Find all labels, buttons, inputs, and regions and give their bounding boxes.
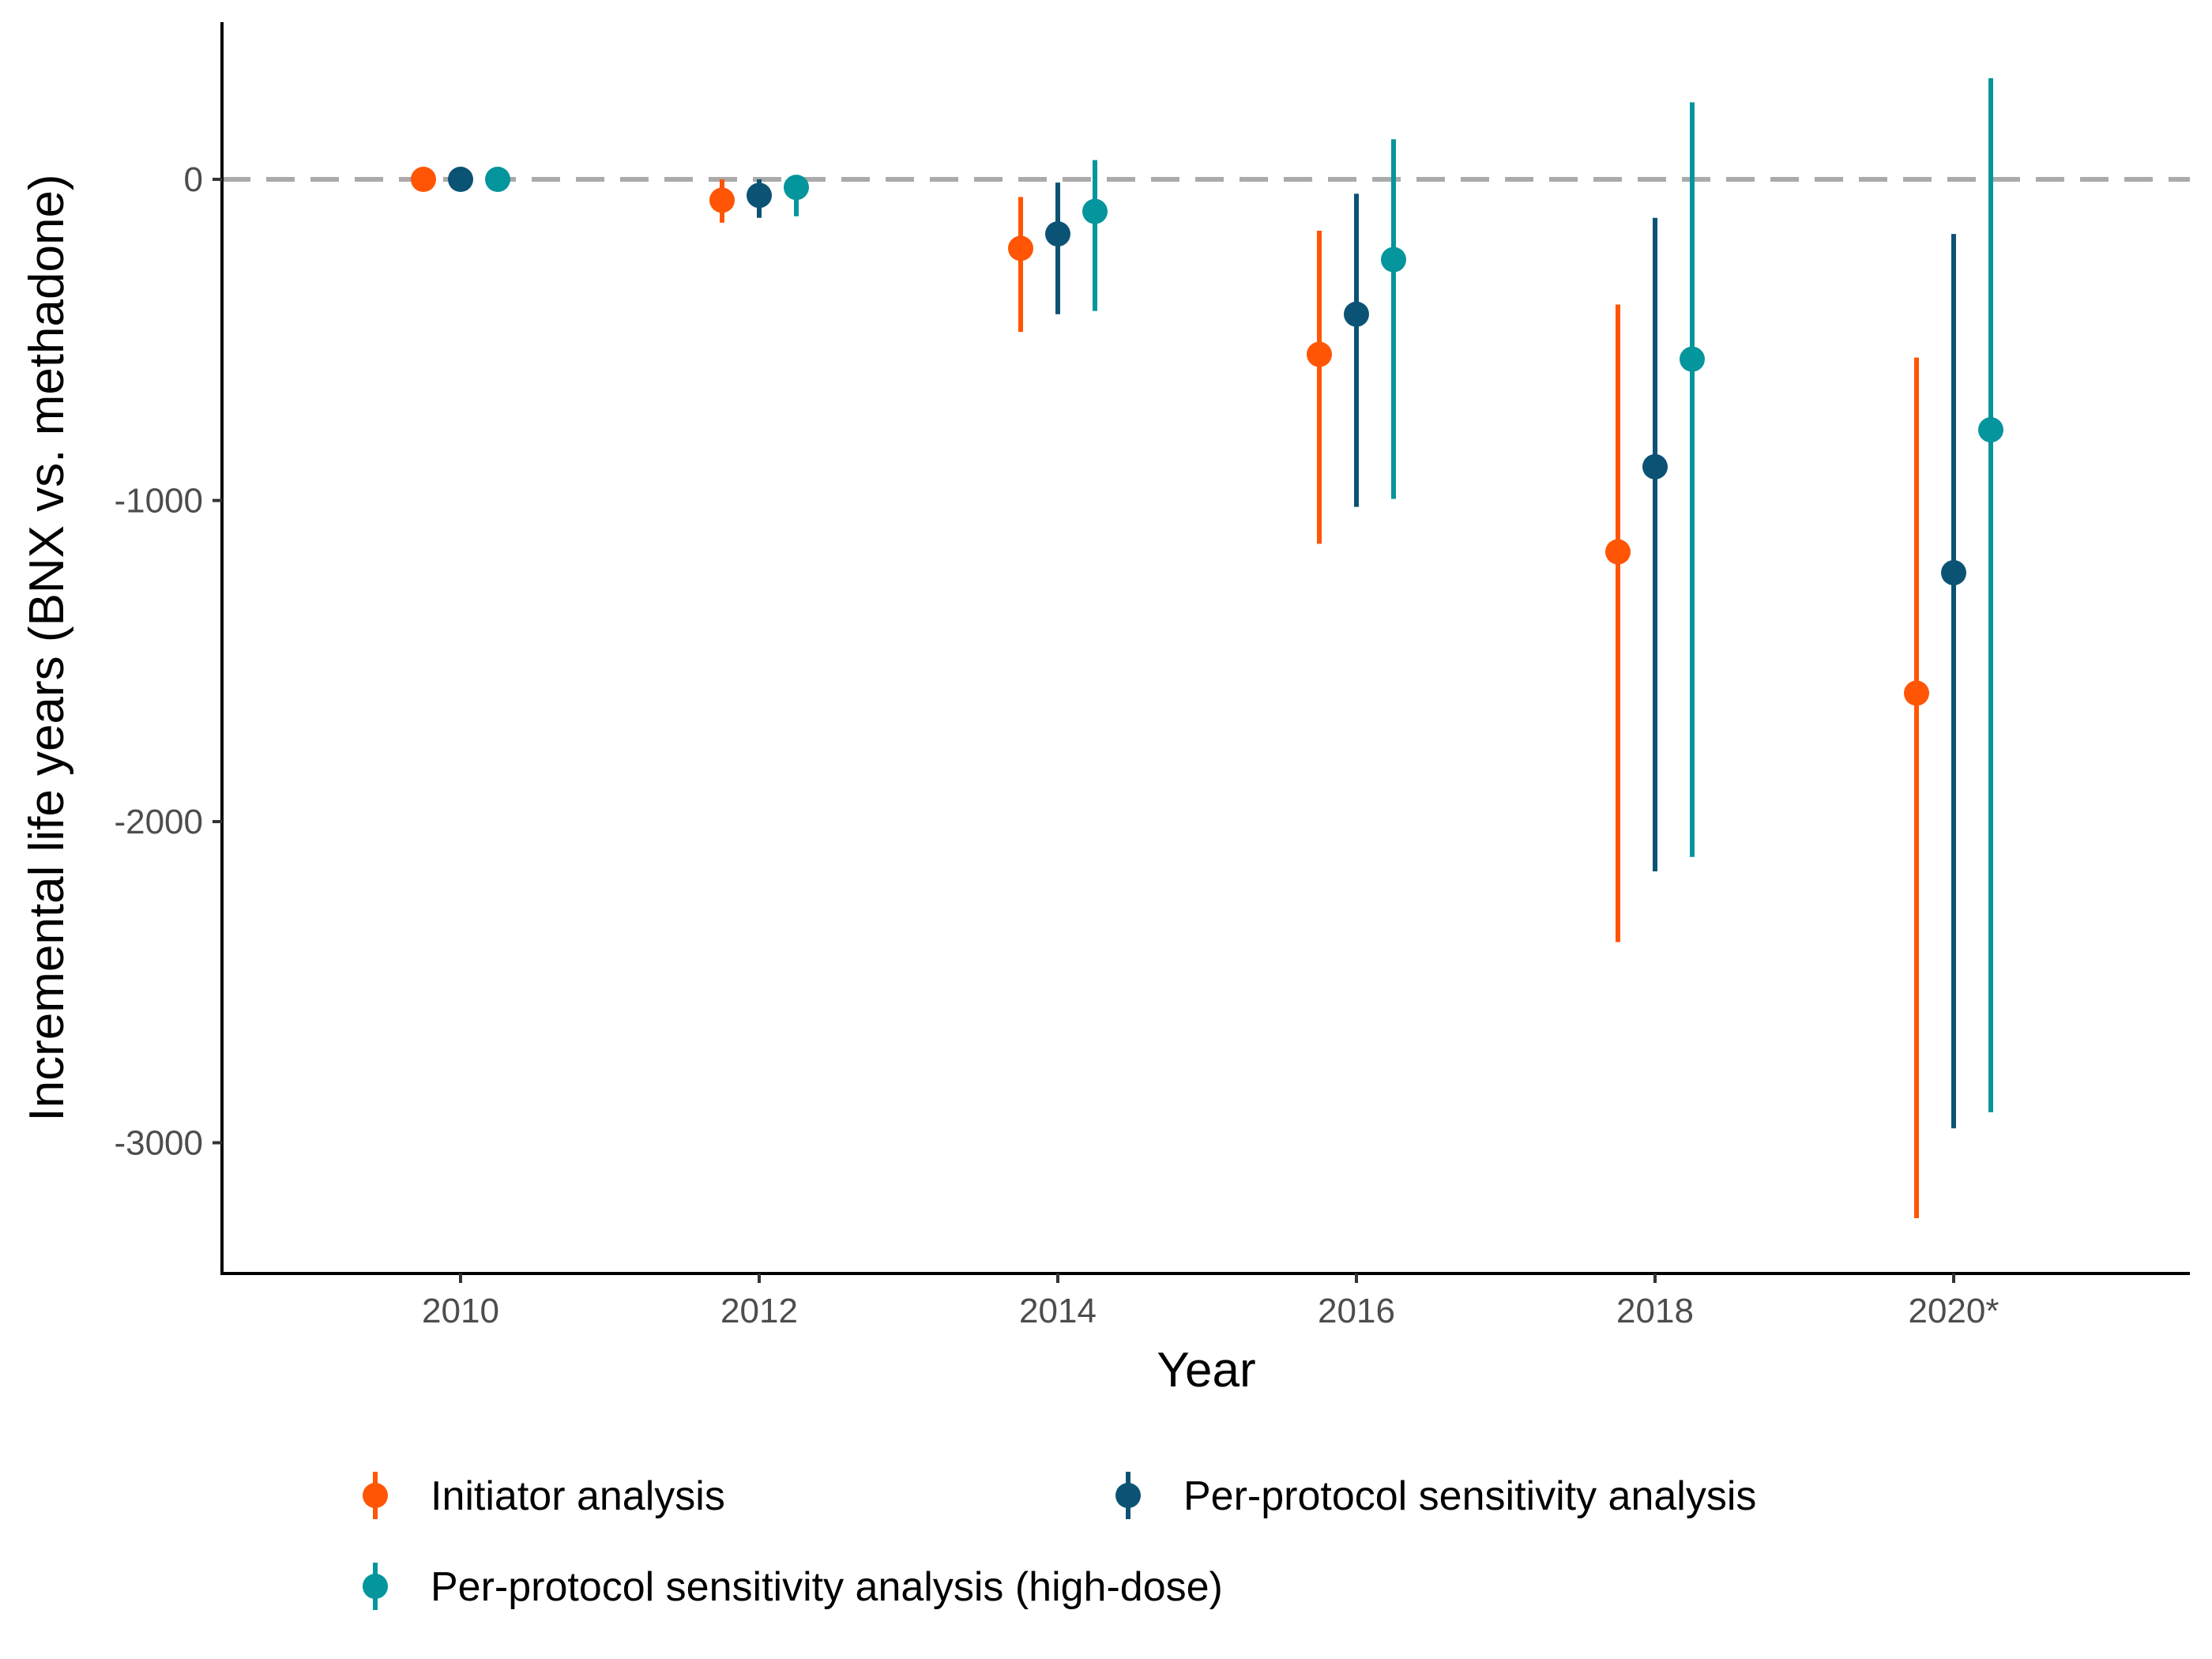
- data-point: [411, 167, 436, 192]
- data-point: [1344, 301, 1369, 327]
- data-point: [1082, 198, 1108, 224]
- x-tick-label: 2014: [1019, 1292, 1097, 1330]
- x-tick-label: 2020*: [1908, 1292, 1999, 1330]
- series-3: [485, 77, 2003, 1112]
- data-point: [1642, 453, 1668, 480]
- plot-area: [222, 77, 2190, 1219]
- data-point: [1680, 346, 1705, 372]
- axes: 0 -1000 -2000 -3000 2010 2012 2014 2016 2018 202…: [20, 22, 2190, 1398]
- y-axis-title: Incremental life years (BNX vs. methadon…: [20, 174, 74, 1121]
- legend-item: Initiator analysis: [363, 1472, 725, 1519]
- data-point: [1307, 341, 1332, 367]
- series-1: [411, 167, 1929, 1219]
- legend-label: Initiator analysis: [431, 1473, 725, 1519]
- data-point: [1605, 539, 1631, 565]
- legend-label: Per-protocol sensitivity analysis (high-…: [431, 1564, 1223, 1610]
- y-tick-label: -3000: [114, 1124, 203, 1163]
- x-tick-label: 2016: [1318, 1292, 1395, 1330]
- legend-key-point: [1115, 1483, 1141, 1508]
- y-tick-label: -2000: [114, 803, 203, 841]
- x-axis-title: Year: [1157, 1343, 1255, 1398]
- x-tick-label: 2010: [422, 1292, 499, 1330]
- data-point: [448, 167, 473, 192]
- data-point: [1978, 417, 2003, 443]
- data-point: [747, 182, 772, 209]
- data-point: [784, 175, 809, 201]
- x-ticks: 2010 2012 2014 2016 2018 2020*: [422, 1273, 1999, 1330]
- legend-key-point: [363, 1483, 388, 1508]
- data-point: [709, 187, 735, 213]
- data-point: [1045, 221, 1070, 247]
- y-tick-label: -1000: [114, 482, 203, 521]
- data-point: [1904, 680, 1929, 706]
- y-tick-label: 0: [184, 160, 203, 199]
- data-point: [1381, 246, 1406, 273]
- legend-item: Per-protocol sensitivity analysis (high-…: [363, 1563, 1223, 1610]
- y-ticks: 0 -1000 -2000 -3000: [114, 160, 222, 1163]
- legend: Initiator analysis Per-protocol sensitivi…: [363, 1472, 1756, 1610]
- data-point: [1941, 559, 1966, 585]
- legend-label: Per-protocol sensitivity analysis: [1183, 1473, 1756, 1519]
- x-tick-label: 2018: [1616, 1292, 1694, 1330]
- legend-key-point: [363, 1574, 388, 1599]
- x-tick-label: 2012: [720, 1292, 798, 1330]
- data-point: [485, 167, 510, 192]
- data-point: [1008, 235, 1033, 261]
- series-2: [448, 167, 1966, 1129]
- legend-item: Per-protocol sensitivity analysis: [1115, 1472, 1756, 1519]
